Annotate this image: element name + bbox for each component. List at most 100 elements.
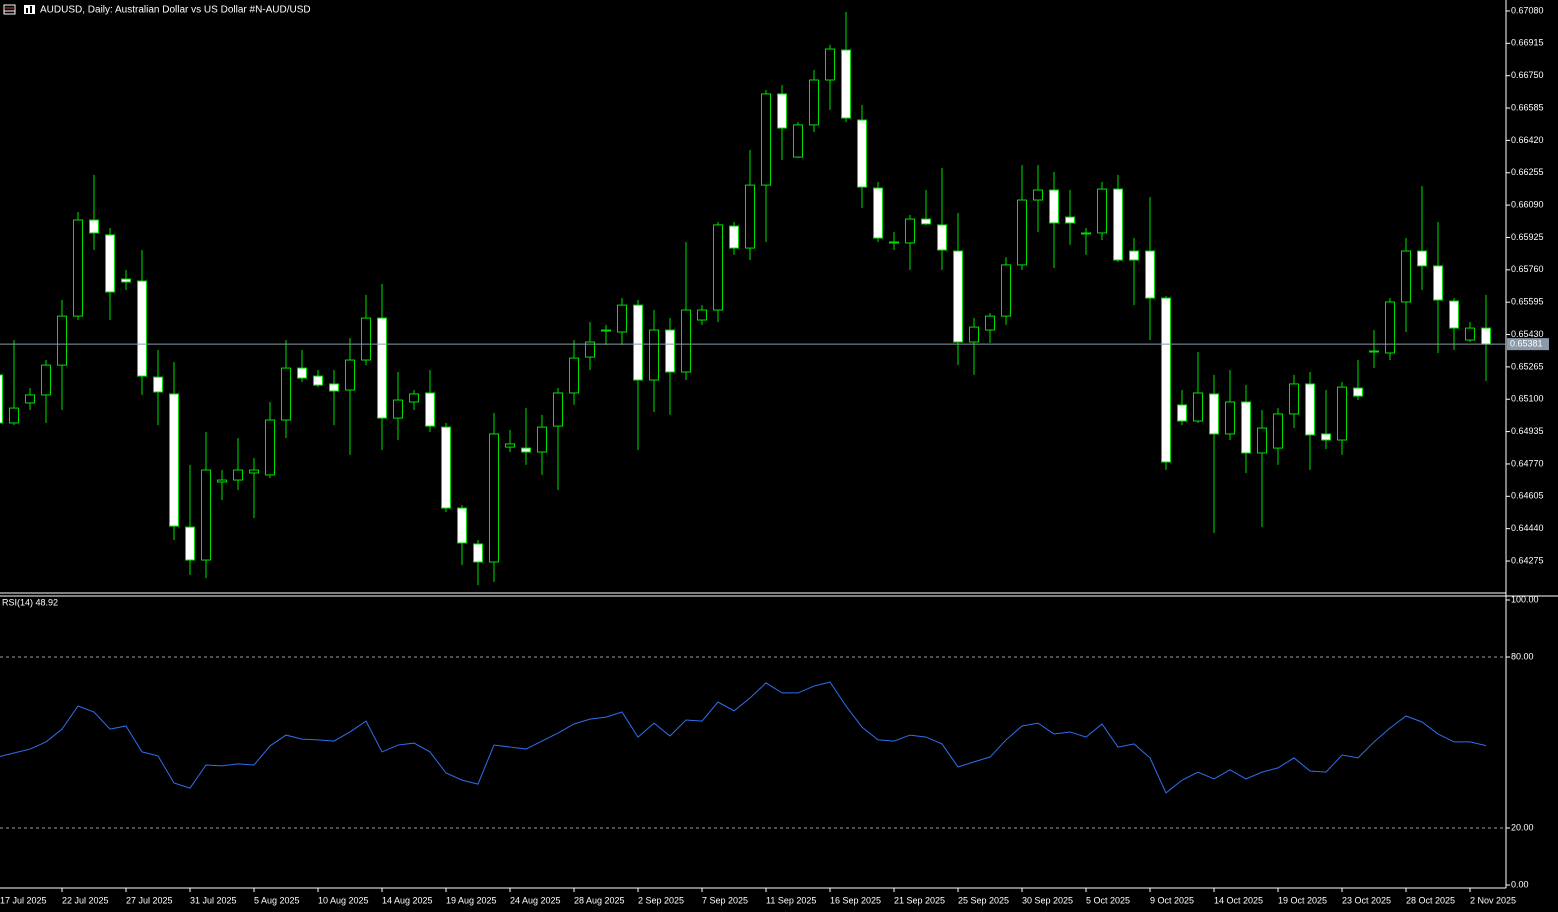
candle-body bbox=[873, 187, 883, 239]
y-tick-label: 0.66585 bbox=[1511, 102, 1544, 112]
candle-body bbox=[185, 526, 195, 561]
y-tick-label: 100.00 bbox=[1511, 594, 1539, 604]
candle-body bbox=[601, 329, 611, 332]
chart-title: AUDUSD, Daily: Australian Dollar vs US D… bbox=[40, 5, 311, 16]
x-tick-label: 24 Aug 2025 bbox=[510, 895, 561, 905]
candle-body bbox=[233, 469, 243, 481]
candle-body bbox=[713, 224, 723, 311]
candle-body bbox=[1401, 250, 1411, 303]
candle-body bbox=[1145, 250, 1155, 299]
candle-body bbox=[921, 218, 931, 225]
candle-body bbox=[393, 399, 403, 419]
x-tick-label: 25 Sep 2025 bbox=[958, 895, 1009, 905]
y-tick-label: 20.00 bbox=[1511, 822, 1534, 832]
candle-body bbox=[1481, 327, 1491, 345]
candle-body bbox=[681, 309, 691, 373]
y-tick-label: 0.65430 bbox=[1511, 329, 1544, 339]
candle-body bbox=[345, 359, 355, 391]
candle-body bbox=[329, 383, 339, 392]
candle-body bbox=[953, 250, 963, 343]
candle-body bbox=[1065, 216, 1075, 224]
candle-body bbox=[1305, 383, 1315, 436]
candle-body bbox=[1433, 265, 1443, 301]
y-tick-label: 0.65925 bbox=[1511, 232, 1544, 242]
candle-body bbox=[457, 507, 467, 544]
candle-body bbox=[121, 278, 131, 283]
candle-body bbox=[153, 376, 163, 393]
candle-body bbox=[0, 374, 3, 424]
y-tick-label: 0.65100 bbox=[1511, 394, 1544, 404]
candle-body bbox=[857, 119, 867, 188]
y-tick-label: 0.64605 bbox=[1511, 491, 1544, 501]
candle-body bbox=[1353, 387, 1363, 397]
candle-body bbox=[1033, 189, 1043, 201]
x-tick-label: 11 Sep 2025 bbox=[766, 895, 816, 905]
candle-body bbox=[137, 280, 147, 377]
x-tick-label: 19 Aug 2025 bbox=[446, 895, 497, 905]
x-tick-label: 16 Sep 2025 bbox=[830, 895, 881, 905]
x-tick-label: 14 Oct 2025 bbox=[1214, 895, 1263, 905]
candle-body bbox=[313, 375, 323, 386]
candle-body bbox=[537, 426, 547, 453]
candle-body bbox=[985, 315, 995, 331]
candle-body bbox=[297, 367, 307, 379]
candle-body bbox=[569, 357, 579, 394]
candle-body bbox=[777, 93, 787, 129]
candle-body bbox=[201, 469, 211, 561]
candle-body bbox=[265, 419, 275, 476]
x-tick-label: 27 Jul 2025 bbox=[126, 895, 173, 905]
y-tick-label: 0.66915 bbox=[1511, 38, 1544, 48]
candle-body bbox=[1097, 188, 1107, 234]
x-tick-label: 31 Jul 2025 bbox=[190, 895, 237, 905]
y-tick-label: 0.67080 bbox=[1511, 5, 1544, 15]
candle-body bbox=[1337, 386, 1347, 441]
candle-body bbox=[1017, 199, 1027, 266]
x-tick-label: 5 Aug 2025 bbox=[254, 895, 300, 905]
candle-body bbox=[665, 329, 675, 373]
candle-body bbox=[825, 48, 835, 81]
candle-body bbox=[633, 304, 643, 381]
candle-body bbox=[1369, 350, 1379, 353]
y-tick-label: 0.66420 bbox=[1511, 135, 1544, 145]
candle-body bbox=[617, 304, 627, 333]
x-tick-label: 30 Sep 2025 bbox=[1022, 895, 1073, 905]
x-tick-label: 10 Aug 2025 bbox=[318, 895, 369, 905]
candle-body bbox=[1385, 301, 1395, 354]
y-tick-label: 0.00 bbox=[1511, 879, 1529, 889]
y-tick-label: 0.66255 bbox=[1511, 167, 1544, 177]
x-tick-label: 19 Oct 2025 bbox=[1278, 895, 1327, 905]
candle-body bbox=[729, 225, 739, 249]
candle-body bbox=[409, 393, 419, 403]
candle-body bbox=[1289, 383, 1299, 415]
x-tick-label: 28 Aug 2025 bbox=[574, 895, 625, 905]
candle-body bbox=[73, 219, 83, 317]
x-tick-label: 5 Oct 2025 bbox=[1086, 895, 1130, 905]
candle-body bbox=[745, 184, 755, 249]
candle-body bbox=[1001, 264, 1011, 317]
current-price-box bbox=[1507, 338, 1549, 351]
candle-body bbox=[249, 469, 259, 474]
icon-chart bbox=[26, 8, 28, 13]
candle-body bbox=[1049, 189, 1059, 224]
current-price-label: 0.65381 bbox=[1510, 339, 1543, 349]
candle-body bbox=[505, 443, 515, 448]
y-tick-label: 0.65760 bbox=[1511, 264, 1544, 274]
x-tick-label: 14 Aug 2025 bbox=[382, 895, 433, 905]
candle-body bbox=[57, 315, 67, 366]
candle-body bbox=[25, 394, 35, 404]
candle-body bbox=[1273, 413, 1283, 449]
x-tick-label: 23 Oct 2025 bbox=[1342, 895, 1391, 905]
candle-body bbox=[889, 241, 899, 244]
icon-chart bbox=[30, 6, 32, 13]
candle-body bbox=[441, 426, 451, 509]
candle-body bbox=[905, 218, 915, 244]
candle-body bbox=[809, 79, 819, 126]
candle-body bbox=[1449, 300, 1459, 329]
candle-body bbox=[1209, 393, 1219, 435]
candle-body bbox=[841, 49, 851, 119]
candle-body bbox=[697, 309, 707, 321]
candle-body bbox=[1177, 404, 1187, 422]
